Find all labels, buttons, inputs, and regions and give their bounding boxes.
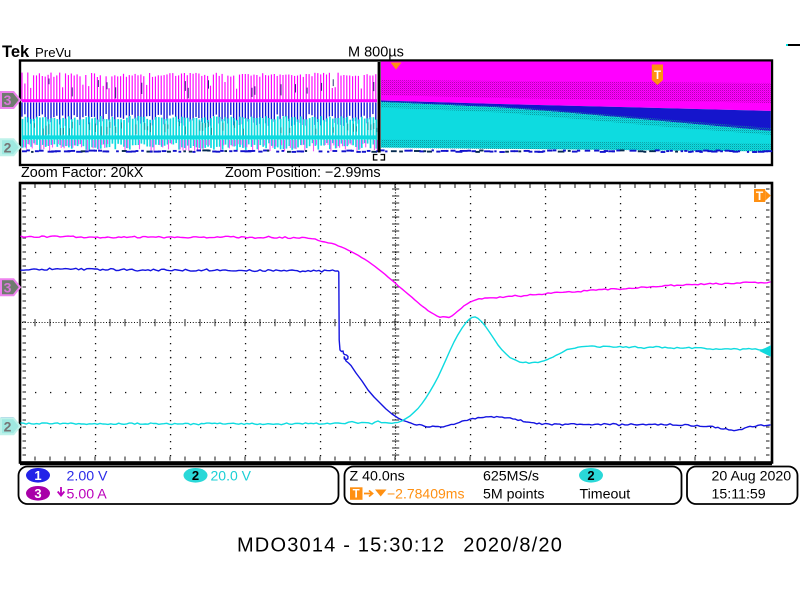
svg-text:Zoom Factor: 20kX: Zoom Factor: 20kX	[21, 165, 144, 181]
svg-text:5M points: 5M points	[483, 487, 545, 503]
svg-text:MDO3014 - 15:30:12 2020/8/20: MDO3014 - 15:30:12 2020/8/20	[237, 535, 563, 557]
svg-text:20 Aug 2020: 20 Aug 2020	[712, 469, 792, 485]
svg-text:2: 2	[192, 468, 199, 483]
svg-text:Zoom Position: −2.99ms: Zoom Position: −2.99ms	[225, 165, 381, 181]
svg-text:T: T	[353, 489, 360, 501]
svg-text:Tek: Tek	[2, 43, 30, 61]
svg-text:2.00 V: 2.00 V	[67, 469, 109, 485]
svg-text:Timeout: Timeout	[580, 487, 631, 503]
svg-text:2: 2	[4, 419, 12, 435]
svg-text:2: 2	[4, 140, 12, 156]
svg-text:625MS/s: 625MS/s	[483, 469, 539, 485]
svg-text:1: 1	[34, 468, 41, 483]
svg-text:3: 3	[4, 92, 12, 108]
svg-text:3: 3	[4, 280, 12, 296]
svg-text:PreVu: PreVu	[35, 45, 71, 60]
svg-text:3: 3	[34, 486, 41, 501]
svg-text:Z 40.0ns: Z 40.0ns	[350, 469, 405, 485]
svg-text:−2.78409ms: −2.78409ms	[387, 486, 464, 502]
svg-text:15:11:59: 15:11:59	[712, 486, 766, 502]
svg-text:20.0 V: 20.0 V	[211, 468, 252, 484]
svg-text:T: T	[654, 70, 661, 82]
svg-text:T: T	[756, 189, 764, 203]
svg-text:M 800µs: M 800µs	[348, 45, 404, 61]
svg-text:2: 2	[587, 468, 594, 483]
svg-text:5.00 A: 5.00 A	[67, 487, 108, 503]
